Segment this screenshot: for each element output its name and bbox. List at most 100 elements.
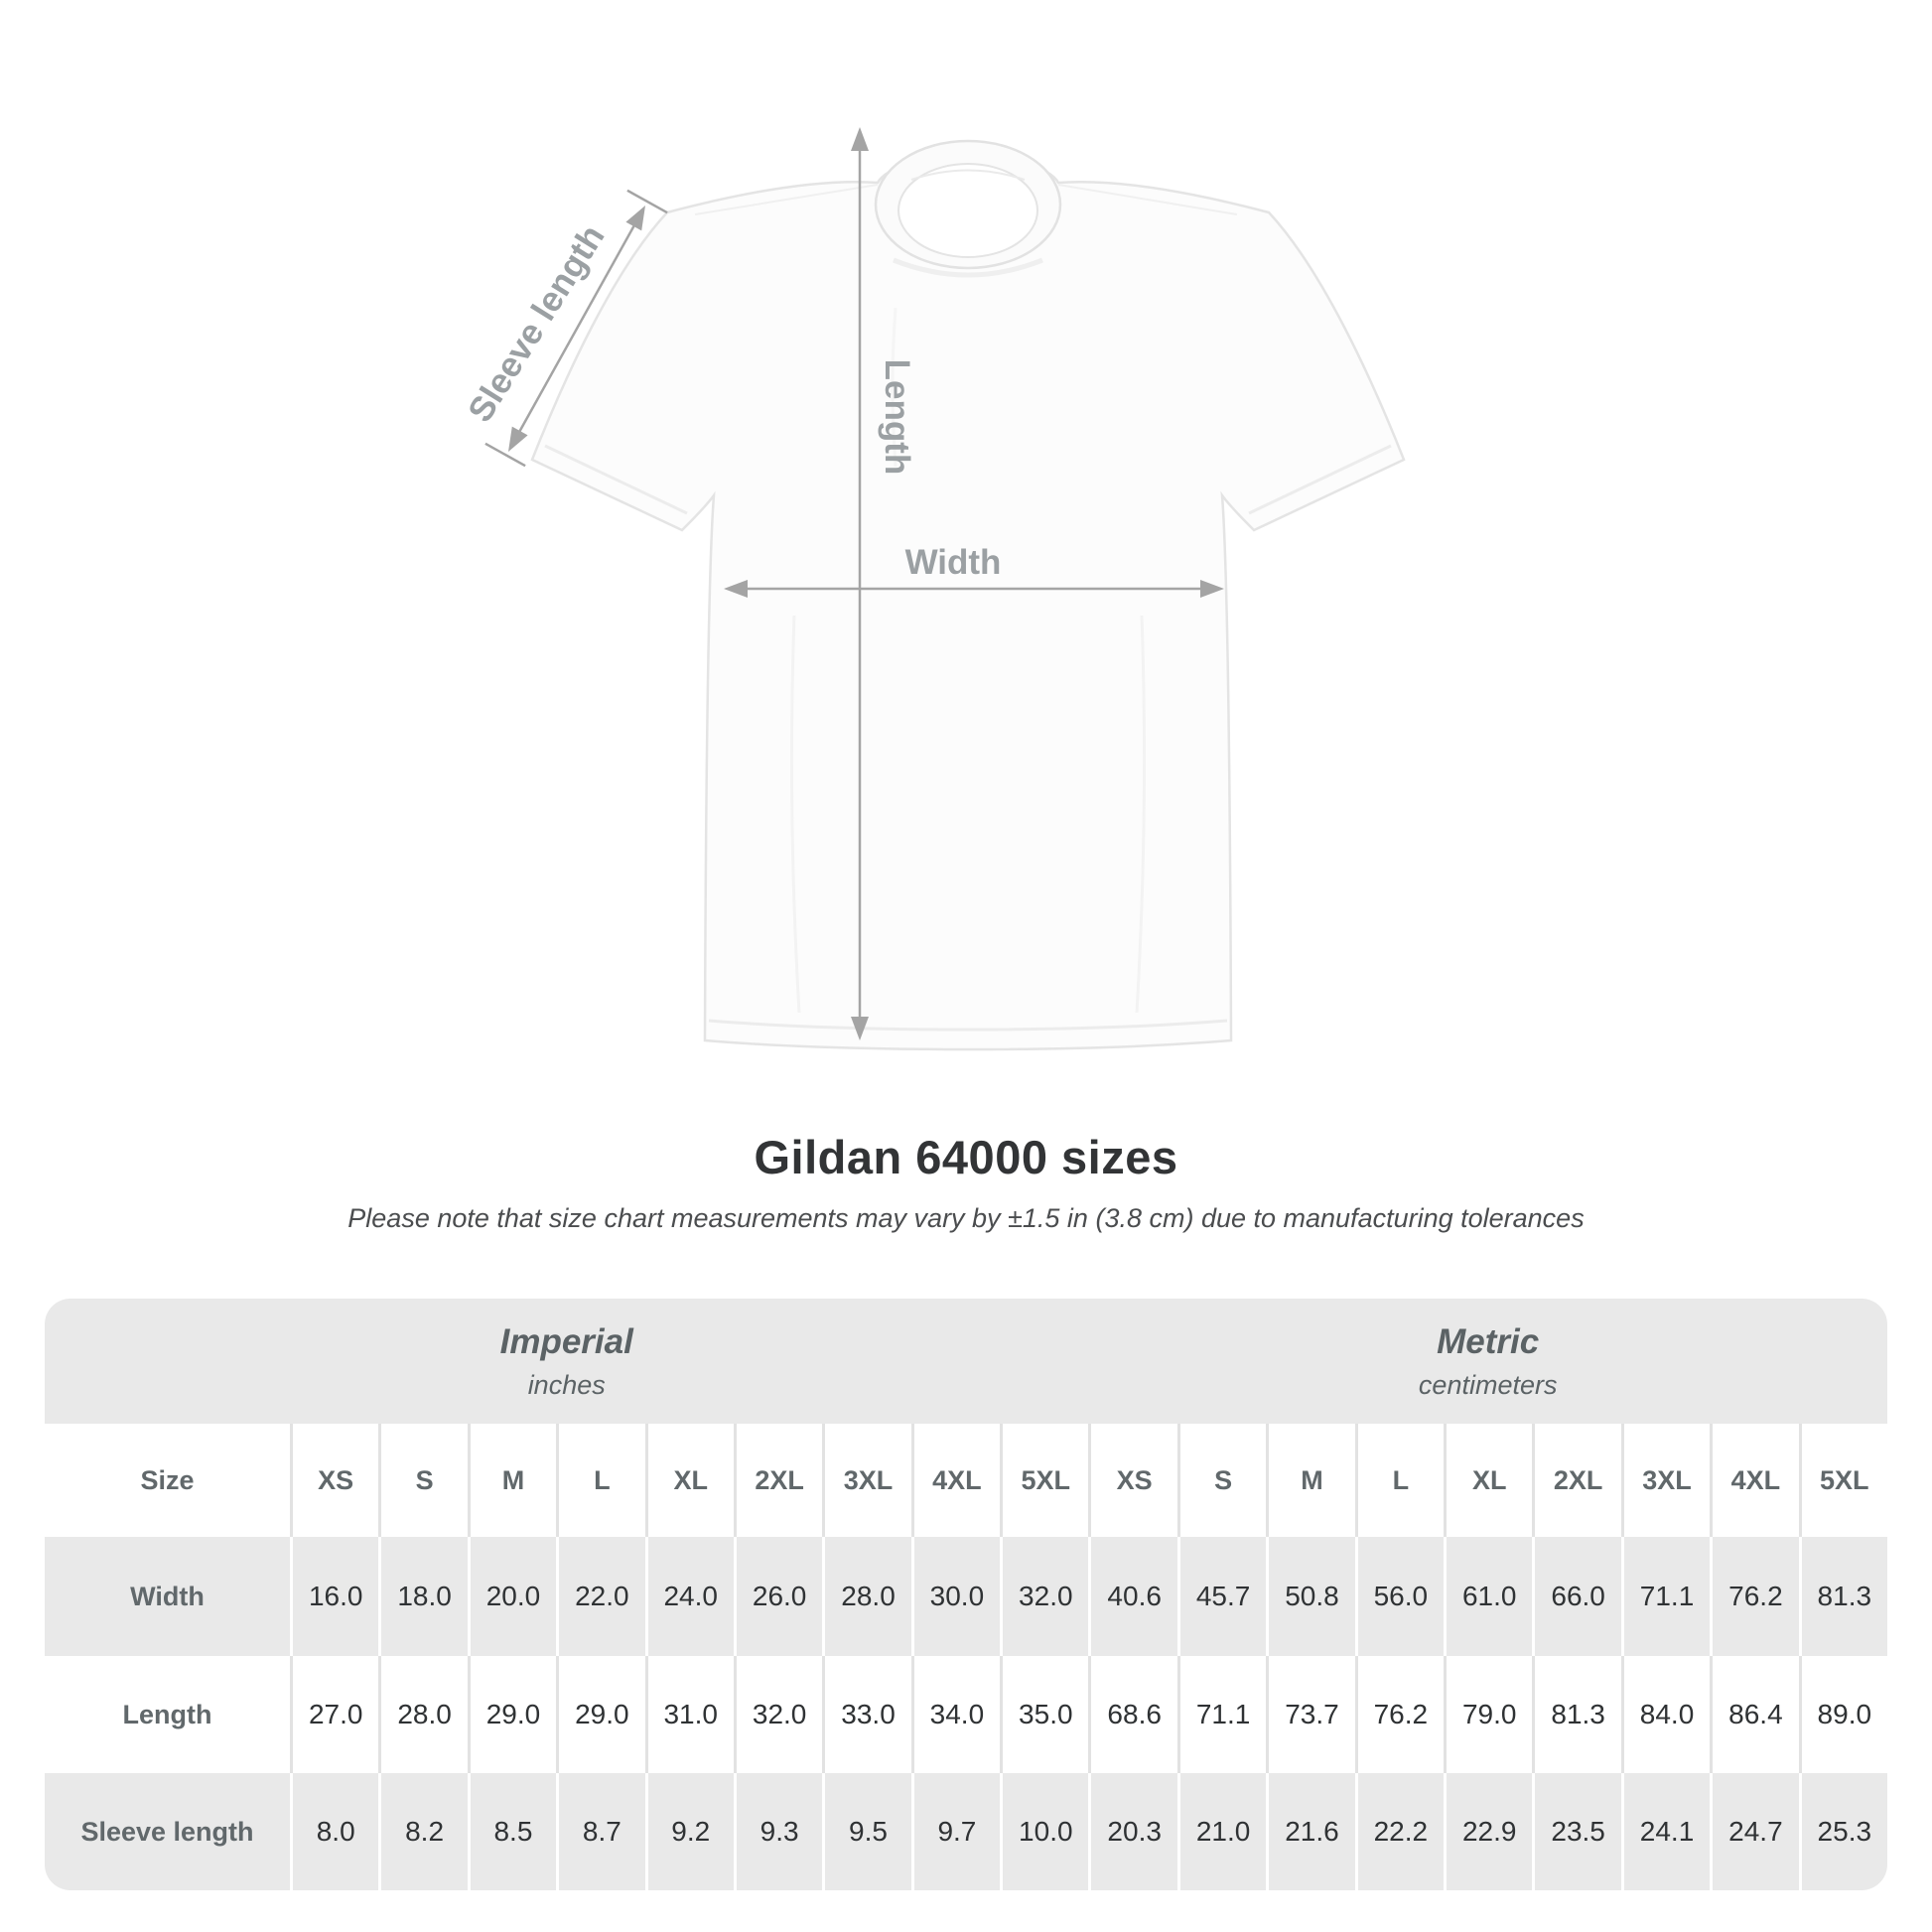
measurement-value-metric: 66.0 [1532,1537,1620,1656]
imperial-group-header: Imperial inches [45,1299,1088,1424]
size-header-imperial: M [467,1424,556,1537]
measurement-row-label: Sleeve length [80,1816,254,1847]
table-row: Size XS S M L XL 2XL 3XL 4XL 5XL XS S M L XL 2XL 3XL 4XL 5… [45,1424,1887,1537]
measurement-value-metric: 24.7 [1710,1773,1798,1890]
measurement-value-imperial: 33.0 [822,1656,910,1773]
size-header-metric: XS [1088,1424,1176,1537]
size-table: Imperial inches Metric centimeters Size X… [45,1299,1887,1890]
measurement-value-imperial: 16.0 [290,1537,378,1656]
size-header-metric: XL [1444,1424,1532,1537]
size-table-body: Size XS S M L XL 2XL 3XL 4XL 5XL XS S M L XL 2XL 3XL 4XL 5… [45,1424,1887,1890]
measurement-value-imperial: 32.0 [1000,1537,1088,1656]
units-header-band: Imperial inches Metric centimeters [45,1299,1887,1424]
metric-group-header: Metric centimeters [1088,1299,1887,1424]
size-header-imperial: 4XL [910,1424,1000,1537]
measurement-value-imperial: 8.5 [467,1773,556,1890]
measurement-value-imperial: 18.0 [378,1537,467,1656]
measurement-value-metric: 81.3 [1798,1537,1887,1656]
collar-inner [897,163,1038,258]
measurement-value-metric: 76.2 [1710,1537,1798,1656]
size-header-imperial: L [556,1424,644,1537]
measurement-value-metric: 56.0 [1354,1537,1444,1656]
measurement-value-imperial: 9.3 [733,1773,822,1890]
measurement-value-metric: 86.4 [1710,1656,1798,1773]
imperial-label: Imperial [499,1321,633,1361]
measurement-value-metric: 22.2 [1354,1773,1444,1890]
size-header-imperial: XS [290,1424,378,1537]
measurement-value-imperial: 9.7 [910,1773,1000,1890]
size-header-imperial: XL [644,1424,734,1537]
measurement-value-imperial: 20.0 [467,1537,556,1656]
measurement-value-imperial: 28.0 [822,1537,910,1656]
measurement-value-imperial: 8.2 [378,1773,467,1890]
measurement-value-imperial: 26.0 [733,1537,822,1656]
metric-label: Metric [1437,1321,1540,1361]
measurement-value-metric: 21.0 [1176,1773,1266,1890]
measurement-value-imperial: 27.0 [290,1656,378,1773]
measurement-value-metric: 25.3 [1798,1773,1887,1890]
measurement-value-imperial: 8.0 [290,1773,378,1890]
size-header-metric: L [1354,1424,1444,1537]
table-row: Width 16.0 18.0 20.0 22.0 24.0 26.0 28.0 30.0 32.… [45,1537,1887,1656]
table-row: Length 27.0 28.0 29.0 29.0 31.0 32.0 33.0 34.0 35… [45,1656,1887,1773]
measurement-value-imperial: 9.2 [644,1773,734,1890]
measurement-value-imperial: 35.0 [1000,1656,1088,1773]
length-label: Length [878,359,916,476]
measurement-value-imperial: 9.5 [822,1773,910,1890]
size-header-imperial: 2XL [733,1424,822,1537]
measurement-value-imperial: 34.0 [910,1656,1000,1773]
measurement-value-metric: 24.1 [1620,1773,1710,1890]
measurement-value-imperial: 32.0 [733,1656,822,1773]
measurement-value-metric: 21.6 [1266,1773,1354,1890]
tshirt-diagram: Length Width Sleeve length [461,127,1406,1051]
measurement-value-imperial: 10.0 [1000,1773,1088,1890]
size-header-metric: 3XL [1620,1424,1710,1537]
measurement-value-imperial: 24.0 [644,1537,734,1656]
tshirt-illustration [530,139,1406,1051]
width-arrow [724,580,1224,598]
page-title: Gildan 64000 sizes [754,1131,1178,1183]
size-header-metric: M [1266,1424,1354,1537]
measurement-value-metric: 68.6 [1088,1656,1176,1773]
measurement-value-imperial: 8.7 [556,1773,644,1890]
measurement-value-metric: 71.1 [1620,1537,1710,1656]
measurement-value-metric: 76.2 [1354,1656,1444,1773]
measurement-value-imperial: 30.0 [910,1537,1000,1656]
size-header-imperial: 5XL [1000,1424,1088,1537]
measurement-value-metric: 81.3 [1532,1656,1620,1773]
length-arrow [851,127,869,1040]
measurement-value-metric: 22.9 [1444,1773,1532,1890]
measurement-value-metric: 50.8 [1266,1537,1354,1656]
measurement-value-metric: 61.0 [1444,1537,1532,1656]
size-header-metric: 5XL [1798,1424,1887,1537]
measurement-row-label: Length [122,1699,212,1729]
measurement-value-metric: 23.5 [1532,1773,1620,1890]
measurement-value-metric: 45.7 [1176,1537,1266,1656]
table-row: Sleeve length 8.0 8.2 8.5 8.7 9.2 9.3 9.5 9.7 10.… [45,1773,1887,1890]
size-header-metric: 2XL [1532,1424,1620,1537]
measurement-value-imperial: 29.0 [467,1656,556,1773]
size-header-metric: 4XL [1710,1424,1798,1537]
measurement-value-metric: 40.6 [1088,1537,1176,1656]
measurement-value-imperial: 31.0 [644,1656,734,1773]
measurement-value-imperial: 29.0 [556,1656,644,1773]
measurement-value-metric: 73.7 [1266,1656,1354,1773]
width-label: Width [905,543,1002,582]
measurement-value-metric: 84.0 [1620,1656,1710,1773]
size-header-imperial: 3XL [822,1424,910,1537]
size-column-header: Size [140,1464,195,1495]
sleeve-length-arrow [484,189,668,468]
measurement-value-metric: 20.3 [1088,1773,1176,1890]
measurement-value-metric: 89.0 [1798,1656,1887,1773]
measurement-row-label: Width [130,1581,205,1611]
size-header-imperial: S [378,1424,467,1537]
measurement-value-imperial: 28.0 [378,1656,467,1773]
metric-units: centimeters [1418,1369,1558,1400]
page-subtitle: Please note that size chart measurements… [347,1203,1585,1233]
measurement-value-imperial: 22.0 [556,1537,644,1656]
size-header-metric: S [1176,1424,1266,1537]
measurement-value-metric: 71.1 [1176,1656,1266,1773]
imperial-units: inches [527,1369,606,1400]
measurement-value-metric: 79.0 [1444,1656,1532,1773]
